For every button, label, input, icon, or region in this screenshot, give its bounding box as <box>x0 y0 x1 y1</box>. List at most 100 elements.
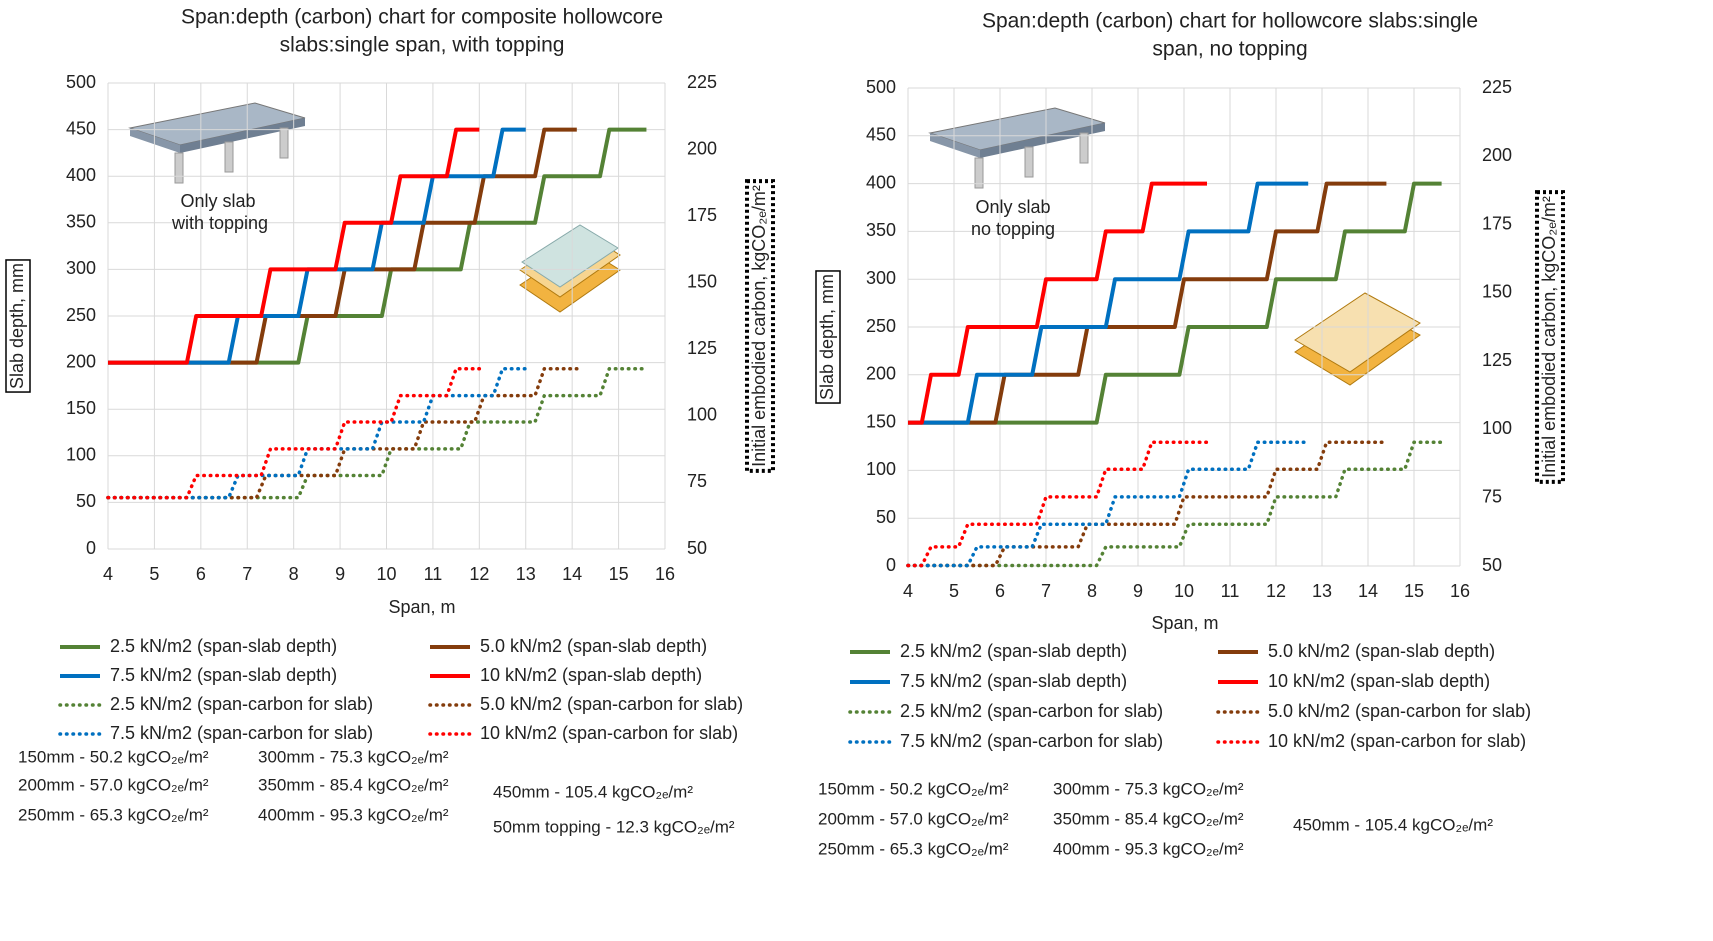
y-tick-label: 500 <box>866 77 896 97</box>
legend-label: 7.5 kN/m2 (span-slab depth) <box>900 671 1127 691</box>
note: 150mm - 50.2 kgCO₂ₑ/m² <box>818 779 1009 798</box>
y-tick-label: 150 <box>66 398 96 418</box>
y2-tick-label: 150 <box>1482 282 1512 302</box>
x-tick-label: 11 <box>424 564 443 584</box>
note: 350mm - 85.4 kgCO₂ₑ/m² <box>258 775 449 794</box>
x-axis-label: Span, m <box>1151 613 1218 633</box>
y2-tick-label: 200 <box>687 138 717 158</box>
note: 400mm - 95.3 kgCO₂ₑ/m² <box>1053 839 1244 858</box>
y-tick-label: 50 <box>876 507 896 527</box>
y2-tick-label: 100 <box>687 405 717 425</box>
hollowcore-topping-illustration <box>519 224 621 313</box>
x-tick-label: 14 <box>562 564 582 584</box>
x-tick-label: 14 <box>1358 581 1378 601</box>
annotation: Only slab <box>180 191 255 211</box>
series-line <box>908 181 1442 425</box>
y-tick-label: 300 <box>866 268 896 288</box>
legend-label: 2.5 kN/m2 (span-carbon for slab) <box>900 701 1163 721</box>
y-axis-label: Slab depth, mm <box>7 263 27 389</box>
series-line <box>906 440 1209 568</box>
x-tick-label: 15 <box>1404 581 1424 601</box>
x-tick-label: 5 <box>149 564 159 584</box>
x-tick-label: 9 <box>1133 581 1143 601</box>
x-axis-label: Span, m <box>388 597 455 617</box>
x-tick-label: 12 <box>1266 581 1286 601</box>
y2-tick-label: 150 <box>687 271 717 291</box>
legend-label: 10 kN/m2 (span-carbon for slab) <box>1268 731 1526 751</box>
y-tick-label: 100 <box>66 445 96 465</box>
series-line <box>108 127 526 365</box>
series-line <box>108 127 577 365</box>
y-tick-label: 350 <box>66 212 96 232</box>
legend-label: 5.0 kN/m2 (span-carbon for slab) <box>1268 701 1531 721</box>
legend-label: 5.0 kN/m2 (span-carbon for slab) <box>480 694 743 714</box>
y-tick-label: 350 <box>866 220 896 240</box>
y2-axis-label: Initial embodied carbon, kgCO₂ₑ/m² <box>749 185 769 467</box>
note: 250mm - 65.3 kgCO₂ₑ/m² <box>18 805 209 824</box>
hollowcore-illustration <box>1294 292 1421 386</box>
y-axis-label-box <box>815 270 841 404</box>
y2-tick-label: 225 <box>687 72 717 92</box>
legend-label: 5.0 kN/m2 (span-slab depth) <box>480 636 707 656</box>
legend-label: 5.0 kN/m2 (span-slab depth) <box>1268 641 1495 661</box>
x-tick-label: 4 <box>103 564 113 584</box>
y2-tick-label: 175 <box>687 205 717 225</box>
y-tick-label: 300 <box>66 258 96 278</box>
x-tick-label: 5 <box>949 581 959 601</box>
chart-title: Span:depth (carbon) chart for composite … <box>181 6 663 29</box>
annotation: no topping <box>971 219 1055 239</box>
legend-label: 2.5 kN/m2 (span-slab depth) <box>900 641 1127 661</box>
x-tick-label: 6 <box>196 564 206 584</box>
y-axis-label: Slab depth, mm <box>817 274 837 400</box>
note: 50mm topping - 12.3 kgCO₂ₑ/m² <box>493 817 735 836</box>
note: 450mm - 105.4 kgCO₂ₑ/m² <box>493 782 693 801</box>
series-line <box>908 181 1309 425</box>
y2-axis-label-box <box>745 179 775 473</box>
y-tick-label: 50 <box>76 491 96 511</box>
x-tick-label: 13 <box>1312 581 1332 601</box>
x-tick-label: 11 <box>1221 581 1240 601</box>
series-line <box>106 366 528 500</box>
y2-tick-label: 125 <box>1482 350 1512 370</box>
y-tick-label: 100 <box>866 459 896 479</box>
y-tick-label: 150 <box>866 411 896 431</box>
x-tick-label: 9 <box>335 564 345 584</box>
y-tick-label: 200 <box>66 351 96 371</box>
series-line <box>908 181 1207 425</box>
legend-label: 2.5 kN/m2 (span-slab depth) <box>110 636 337 656</box>
chart-title: span, no topping <box>1152 38 1307 61</box>
y2-tick-label: 200 <box>1482 145 1512 165</box>
x-tick-label: 15 <box>609 564 629 584</box>
x-tick-label: 4 <box>903 581 913 601</box>
x-tick-label: 16 <box>1450 581 1470 601</box>
y-tick-label: 200 <box>866 364 896 384</box>
y2-tick-label: 75 <box>687 471 707 491</box>
annotation: Only slab <box>975 197 1050 217</box>
note: 400mm - 95.3 kgCO₂ₑ/m² <box>258 805 449 824</box>
y2-tick-label: 225 <box>1482 77 1512 97</box>
legend-label: 7.5 kN/m2 (span-slab depth) <box>110 665 337 685</box>
series-line <box>108 127 480 365</box>
series-line <box>106 366 579 500</box>
x-tick-label: 6 <box>995 581 1005 601</box>
series-line <box>106 366 482 500</box>
x-tick-label: 13 <box>516 564 536 584</box>
note: 300mm - 75.3 kgCO₂ₑ/m² <box>258 747 449 766</box>
legend-label: 7.5 kN/m2 (span-carbon for slab) <box>110 723 373 743</box>
y-tick-label: 400 <box>866 172 896 192</box>
slab-illustration <box>128 102 306 184</box>
x-tick-label: 8 <box>1087 581 1097 601</box>
legend-label: 10 kN/m2 (span-slab depth) <box>480 665 702 685</box>
slab-illustration <box>928 107 1106 189</box>
y-axis-label-box <box>5 259 31 393</box>
y2-tick-label: 75 <box>1482 486 1502 506</box>
legend-label: 10 kN/m2 (span-slab depth) <box>1268 671 1490 691</box>
note: 250mm - 65.3 kgCO₂ₑ/m² <box>818 839 1009 858</box>
note: 350mm - 85.4 kgCO₂ₑ/m² <box>1053 809 1244 828</box>
y-tick-label: 250 <box>866 316 896 336</box>
y2-tick-label: 50 <box>1482 555 1502 575</box>
series-line <box>906 440 1310 568</box>
note: 300mm - 75.3 kgCO₂ₑ/m² <box>1053 779 1244 798</box>
x-tick-label: 7 <box>242 564 252 584</box>
